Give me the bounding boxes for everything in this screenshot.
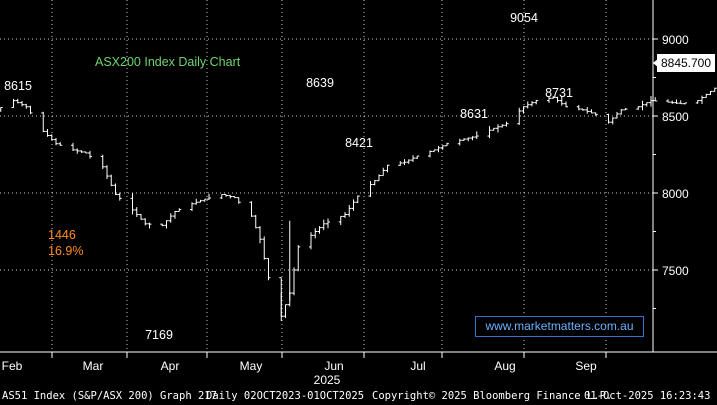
annotation-16.9pct: 16.9%	[48, 244, 83, 258]
x-year-label: 2025	[314, 373, 341, 387]
annotation-9054: 9054	[510, 11, 538, 25]
status-footer: AS51 Index (S&P/ASX 200) Graph 217 Daily…	[0, 387, 717, 405]
annotation-8631: 8631	[460, 107, 488, 121]
footer-period: Daily 02OCT2023-01OCT2025	[206, 390, 365, 402]
footer-copyright: Copyright© 2025 Bloomberg Finance L.P.	[372, 390, 613, 402]
x-tick-label-3: May	[240, 359, 263, 373]
x-tick-label-0: Feb	[2, 359, 23, 373]
annotation-8731: 8731	[545, 86, 573, 100]
ohlc-series	[0, 87, 717, 321]
x-tick-label-1: Mar	[83, 359, 104, 373]
x-tick-label-6: Aug	[494, 359, 515, 373]
x-tick-label-2: Apr	[161, 359, 180, 373]
annotation-7169: 7169	[145, 328, 173, 342]
chart-labels: ASX200 Index Daily Chart 8615 1446 16.9% 716…	[4, 11, 659, 342]
annotation-8639: 8639	[306, 76, 334, 90]
y-tick-label-2: 8500	[662, 110, 689, 124]
chart-title: ASX200 Index Daily Chart	[95, 55, 241, 69]
annotation-8615: 8615	[4, 79, 32, 93]
annotation-1446: 1446	[48, 228, 76, 242]
y-tick-label-0: 7500	[662, 264, 689, 278]
axes: 7500 8000 8500 9000 Feb Mar Apr May Jun Jul Aug Sep…	[0, 0, 717, 387]
y-tick-label-1: 8000	[662, 187, 689, 201]
footer-timestamp: 01-Oct-2025 16:23:43	[584, 390, 711, 402]
annotation-8421: 8421	[345, 136, 373, 150]
current-value-badge: 8845.700	[657, 54, 715, 72]
grid-lines	[0, 0, 653, 352]
x-tick-label-4: Jun	[324, 359, 343, 373]
footer-security: AS51 Index (S&P/ASX 200) Graph 217	[2, 390, 217, 402]
x-tick-label-7: Sep	[575, 359, 597, 373]
y-tick-label-3: 9000	[662, 33, 689, 47]
watermark-link[interactable]: www.marketmatters.com.au	[475, 316, 644, 337]
x-tick-label-5: Jul	[410, 359, 425, 373]
